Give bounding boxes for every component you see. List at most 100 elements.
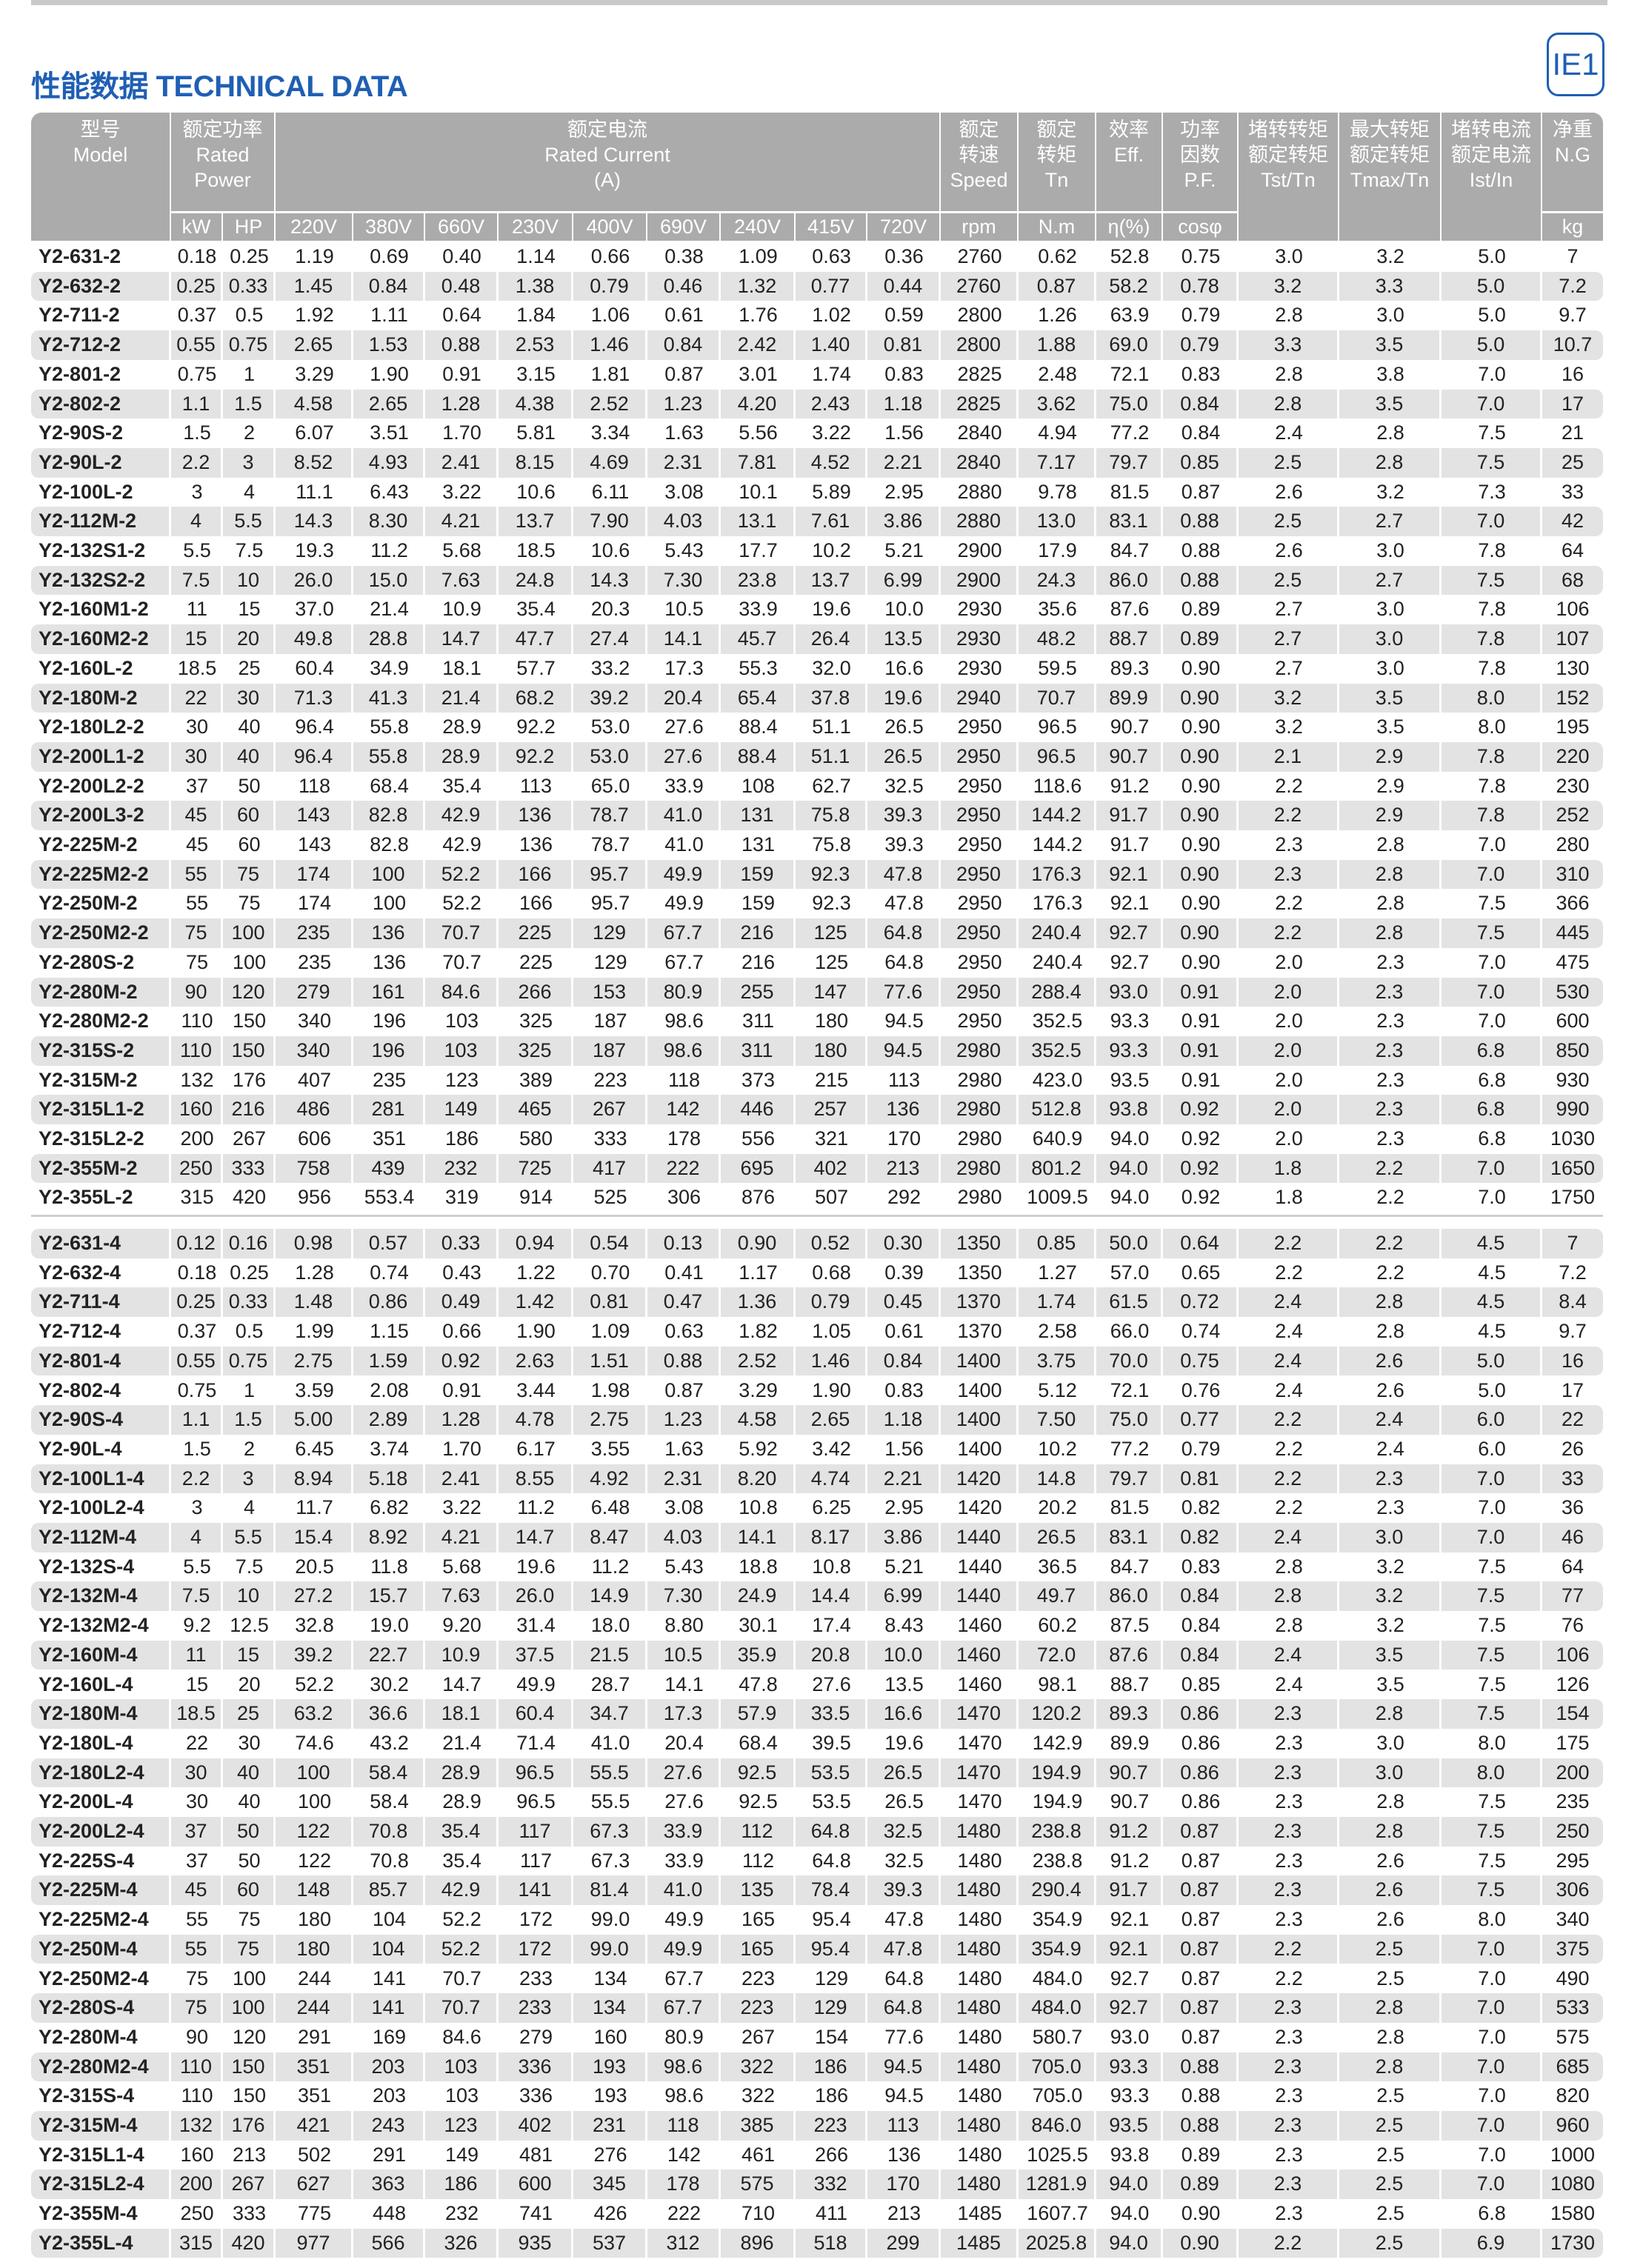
value-cell: 123 (425, 2111, 499, 2141)
value-cell: 4.20 (721, 389, 796, 419)
value-cell: 2.2 (171, 447, 223, 478)
value-cell: 36.5 (1038, 1555, 1077, 1578)
value-cell: 0.84 (1181, 421, 1221, 444)
value-cell: 86.0 (1096, 1581, 1163, 1612)
model-cell: Y2-355L-2 (39, 1186, 133, 1209)
value-cell: 17 (1561, 1378, 1584, 1401)
value-cell: 465 (499, 1095, 573, 1124)
table-row: Y2-180M-4 18.5 25 63.2 36.6 18.1 60.4 34.7 17.3 5… (31, 1699, 1603, 1729)
value-cell: 27.6 (647, 1758, 721, 1788)
value-cell: 15 (171, 624, 223, 654)
value-cell: 6.9 (1442, 2228, 1542, 2258)
value-cell: 5.68 (442, 1555, 481, 1578)
value-cell: 118 (647, 2111, 721, 2141)
value-cell: 200 (171, 2169, 223, 2200)
value-cell: 232 (444, 2202, 479, 2225)
value-cell: 0.5 (235, 1320, 264, 1343)
value-cell: 1000 (1550, 2143, 1596, 2166)
value-cell: 4.21 (425, 507, 499, 536)
value-cell: 92.1 (1096, 859, 1163, 890)
value-cell: 0.46 (647, 271, 721, 301)
value-cell: 2.9 (1339, 741, 1442, 772)
value-cell: 2.3 (1376, 1496, 1404, 1519)
value-cell: 92.2 (516, 716, 556, 738)
value-cell: 169 (372, 2025, 407, 2048)
value-cell: 306 (1542, 1875, 1603, 1906)
value-cell: 84.6 (425, 977, 499, 1007)
value-cell: 14.1 (647, 624, 721, 654)
value-cell: 95.4 (796, 1934, 867, 1964)
value-cell: 2825 (957, 362, 1002, 385)
value-cell: 83.1 (1096, 507, 1163, 536)
value-cell: 32.0 (812, 656, 851, 679)
value-cell: 10.5 (664, 598, 704, 621)
value-cell: 15.7 (353, 1581, 425, 1612)
value-cell: 55 (185, 1908, 209, 1931)
value-cell: 53.0 (573, 741, 647, 772)
value-cell: 0.82 (1181, 1496, 1221, 1519)
value-cell: 37.8 (796, 683, 867, 713)
value-cell: 195 (1556, 716, 1590, 738)
value-cell: 0.85 (1163, 447, 1239, 478)
value-cell: 2940 (941, 683, 1019, 713)
value-cell: 8.0 (1478, 1908, 1506, 1931)
value-cell: 5.0 (1478, 1378, 1506, 1401)
value-cell: 1.18 (867, 1405, 941, 1435)
value-cell: 143 (276, 801, 353, 830)
value-cell: 23.8 (721, 565, 796, 596)
value-cell: 152 (1542, 683, 1603, 713)
value-cell: 230 (1556, 774, 1590, 797)
value-cell: 0.48 (425, 271, 499, 301)
value-cell: 2.6 (1339, 1875, 1442, 1906)
value-cell: 1030 (1550, 1127, 1596, 1150)
value-cell: 24.8 (499, 565, 573, 596)
header-pf-label: 功率 因数 P.F. (1163, 117, 1237, 193)
value-cell: 8.0 (1478, 1731, 1506, 1754)
value-cell: 194.9 (1019, 1758, 1096, 1788)
value-cell: 20.4 (647, 683, 721, 713)
value-cell: 2.8 (1339, 1817, 1442, 1847)
value-cell: 35.4 (442, 1849, 481, 1872)
value-cell: 106 (1542, 1640, 1603, 1670)
value-cell: 2950 (957, 892, 1002, 915)
value-cell: 35.4 (516, 598, 556, 621)
value-cell: 333 (223, 1153, 276, 1184)
value-cell: 2.8 (1339, 1993, 1442, 2023)
model-cell: Y2-315M-2 (39, 1068, 138, 1091)
value-cell: 39.3 (867, 801, 941, 830)
value-cell: 88.7 (1110, 1672, 1150, 1695)
value-cell: 144.2 (1032, 833, 1083, 855)
value-cell: 40 (238, 1790, 261, 1813)
value-cell: 9.20 (442, 1614, 481, 1637)
value-cell: 4.52 (796, 447, 867, 478)
value-cell: 75.8 (812, 833, 851, 855)
table-row: Y2-112M-2 4 5.5 14.3 8.30 4.21 13.7 7.90 4.03 13.… (31, 507, 1603, 536)
value-cell: 68.4 (370, 774, 409, 797)
value-cell: 64.8 (884, 1967, 924, 1989)
value-cell: 0.72 (1163, 1287, 1239, 1318)
value-cell: 775 (297, 2202, 332, 2225)
value-cell: 11 (171, 1640, 223, 1670)
value-cell: 0.83 (1181, 1555, 1221, 1578)
value-cell: 10.0 (884, 598, 924, 621)
value-cell: 93.5 (1096, 2111, 1163, 2141)
value-cell: 2.2 (1275, 1967, 1303, 1989)
value-cell: 9.78 (1038, 480, 1077, 503)
value-cell: 89.3 (1096, 1699, 1163, 1729)
model-cell: Y2-315L1-2 (31, 1095, 171, 1124)
value-cell: 64.8 (867, 918, 941, 948)
model-cell: Y2-632-2 (31, 271, 171, 301)
value-cell: 0.5 (235, 304, 264, 327)
value-cell: 19.6 (812, 598, 851, 621)
value-cell: 0.75 (1163, 1346, 1239, 1376)
table-row: Y2-225S-4 37 50 122 70.8 35.4 117 67.3 33.9 112 64… (31, 1847, 1603, 1876)
model-cell: Y2-112M-4 (31, 1523, 171, 1552)
value-cell: 117 (519, 1849, 553, 1872)
value-cell: 213 (867, 1153, 941, 1184)
value-cell: 1.32 (721, 271, 796, 301)
unit-label: HP (223, 213, 276, 241)
value-cell: 30 (185, 1790, 209, 1813)
value-cell: 154 (814, 2025, 849, 2048)
unit-label: N.m (1019, 213, 1096, 241)
value-cell: 100 (232, 950, 267, 973)
